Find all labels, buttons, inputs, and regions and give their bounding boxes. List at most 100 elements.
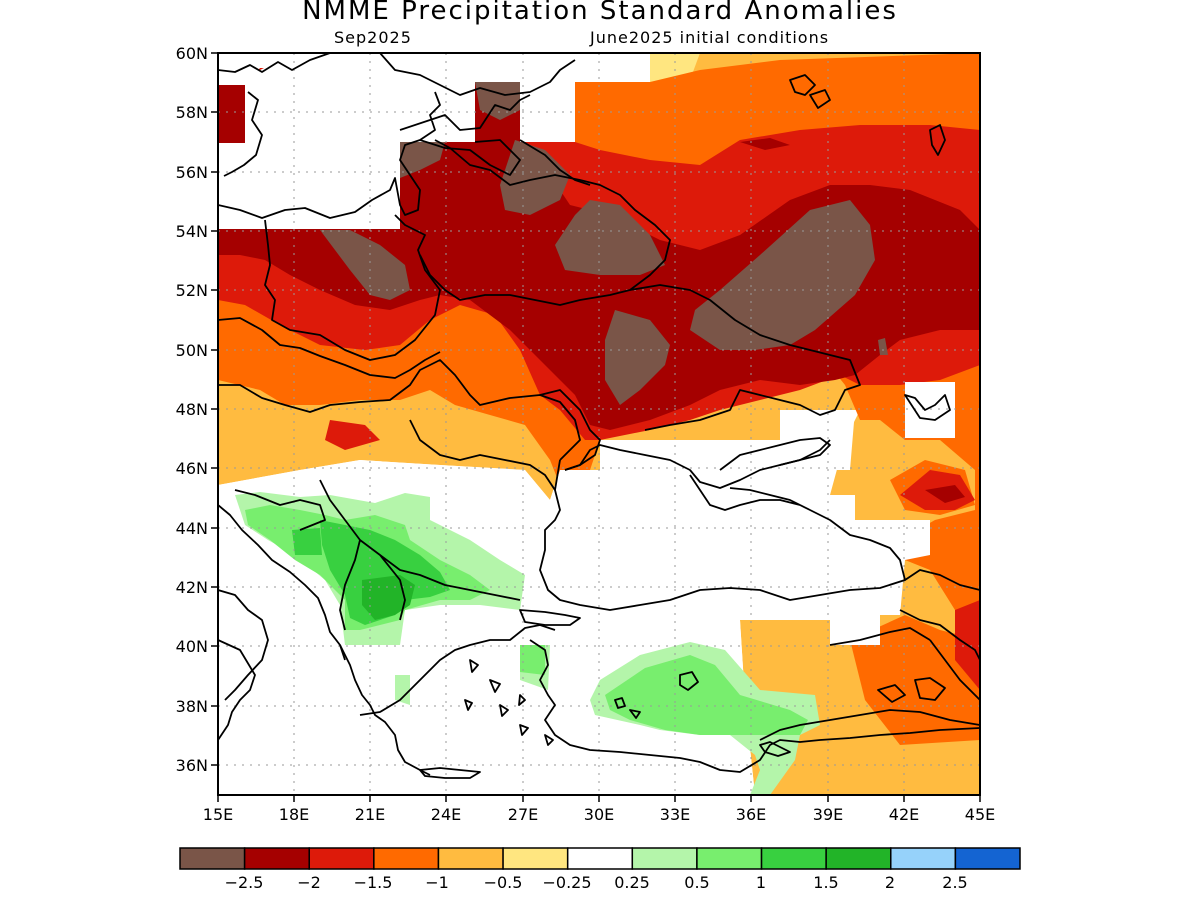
colorbar-label: 2.5 (942, 873, 967, 892)
lat-label: 38N (176, 697, 208, 716)
lat-label: 56N (176, 163, 208, 182)
colorbar-swatch (373, 847, 440, 870)
lake-onega (789, 74, 831, 109)
lon-label: 15E (203, 805, 233, 824)
colorbar-swatch (696, 847, 763, 870)
colorbar-swatch (954, 847, 1021, 870)
lat-label: 48N (176, 400, 208, 419)
shade-dark-brown (690, 200, 875, 350)
border-serbia-bulgaria (319, 479, 521, 631)
white-sea-coast (929, 124, 946, 156)
border-russia-ukraine (629, 284, 861, 431)
shade-dark-brown (320, 230, 410, 300)
azov-coast (719, 437, 831, 471)
lon-label: 45E (965, 805, 995, 824)
border-poland-germany (264, 214, 441, 361)
lat-label: 46N (176, 459, 208, 478)
initial-conditions: June2025 initial conditions (590, 28, 830, 47)
longitude-labels: 15E 18E 21E 24E 27E 30E 33E 36E 39E 42E … (203, 805, 995, 824)
shade-dark-red (218, 85, 245, 143)
colorbar-swatch (890, 847, 957, 870)
italy-heel (218, 639, 256, 741)
lon-label: 39E (813, 805, 843, 824)
shade-dark-red (740, 138, 790, 150)
greece-coast (339, 624, 556, 776)
colorbar-label: −2 (297, 873, 321, 892)
border-russia-latvia (519, 139, 591, 186)
bosphorus (519, 609, 581, 626)
shade-green (520, 645, 545, 675)
shade-dark-red (925, 485, 965, 503)
border-croatia (234, 489, 326, 531)
lake-van (877, 684, 906, 703)
colorbar-labels: −2.5 −2 −1.5 −1 −0.5 −0.25 0.25 0.5 1 1.… (225, 873, 968, 892)
turkey-borders (759, 627, 980, 741)
shade-white (218, 53, 650, 229)
shade-white (905, 382, 955, 438)
lon-label: 30E (584, 805, 614, 824)
lat-label: 60N (176, 44, 208, 63)
border-czech-slovakia (218, 317, 441, 379)
shade-white (218, 53, 290, 85)
shade-green (605, 655, 808, 735)
turkish-lakes (614, 671, 699, 719)
iran-lake (914, 677, 946, 701)
colorbar-swatch (760, 847, 827, 870)
colorbar-label: −0.25 (542, 873, 591, 892)
colorbar-label: −1.5 (354, 873, 393, 892)
lon-label: 33E (660, 805, 690, 824)
colorbar-label: 1.5 (813, 873, 838, 892)
anomaly-shading (218, 53, 980, 795)
finland-coast (379, 53, 576, 96)
baltic-south-coast (218, 91, 531, 219)
lat-label: 58N (176, 103, 208, 122)
lat-label: 44N (176, 519, 208, 538)
lon-label: 27E (508, 805, 538, 824)
lat-label: 36N (176, 756, 208, 775)
tick-marks (211, 52, 981, 802)
shade-light-green (395, 675, 410, 705)
colorbar-label: 2 (885, 873, 895, 892)
aegean-islands (464, 659, 554, 746)
border-belarus (419, 139, 671, 306)
colorbar-swatch (825, 847, 892, 870)
map-title: NMME Precipitation Standard Anomalies (302, 0, 898, 26)
forecast-month: Sep2025 (334, 28, 412, 47)
colorbar-label: −0.5 (484, 873, 523, 892)
colorbar-swatch (566, 847, 634, 870)
colorbar-swatch (308, 847, 375, 870)
lat-label: 42N (176, 578, 208, 597)
lon-label: 36E (736, 805, 766, 824)
border-ukraine-moldova (539, 389, 601, 471)
shade-dark-brown (605, 310, 670, 405)
border-romania (409, 419, 561, 491)
lon-label: 18E (279, 805, 309, 824)
colorbar-swatch (631, 847, 698, 870)
coastlines-and-borders (218, 53, 980, 779)
crete (419, 767, 481, 779)
shade-dark-brown (555, 200, 665, 275)
shade-dark-brown (400, 142, 445, 178)
cyprus (759, 741, 791, 757)
colorbar-label: 0.25 (614, 873, 650, 892)
shade-mid-green (292, 528, 322, 555)
caucasus-borders (899, 569, 980, 701)
shade-red (325, 420, 380, 450)
shade-dark-brown (878, 338, 888, 355)
colorbar-label: −2.5 (225, 873, 264, 892)
shade-mid-green (320, 520, 450, 625)
border-austria-hungary (218, 359, 581, 461)
lon-label: 21E (355, 805, 385, 824)
shade-white (540, 475, 905, 610)
colorbar-swatch (437, 847, 504, 870)
colorbar-label: 0.5 (684, 873, 709, 892)
colorbar-swatch (179, 847, 246, 870)
colorbar-swatch (243, 847, 310, 870)
latitude-labels: 60N 58N 56N 54N 52N 50N 48N 46N 44N 42N … (176, 44, 208, 775)
aegean-coast-turkey (529, 639, 980, 773)
lat-label: 40N (176, 637, 208, 656)
lat-label: 54N (176, 222, 208, 241)
colorbar-label: −1 (425, 873, 449, 892)
sweden-coast (218, 53, 331, 177)
